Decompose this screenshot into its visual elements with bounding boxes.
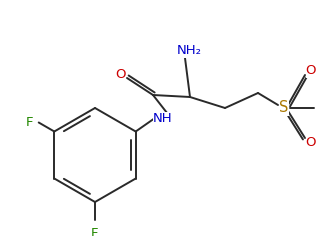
- Text: S: S: [279, 101, 289, 115]
- Text: O: O: [116, 67, 126, 80]
- Text: O: O: [306, 64, 316, 77]
- Text: NH: NH: [153, 111, 173, 125]
- Text: NH₂: NH₂: [176, 45, 202, 58]
- Text: O: O: [306, 135, 316, 148]
- Text: F: F: [26, 116, 34, 129]
- Text: F: F: [91, 227, 99, 236]
